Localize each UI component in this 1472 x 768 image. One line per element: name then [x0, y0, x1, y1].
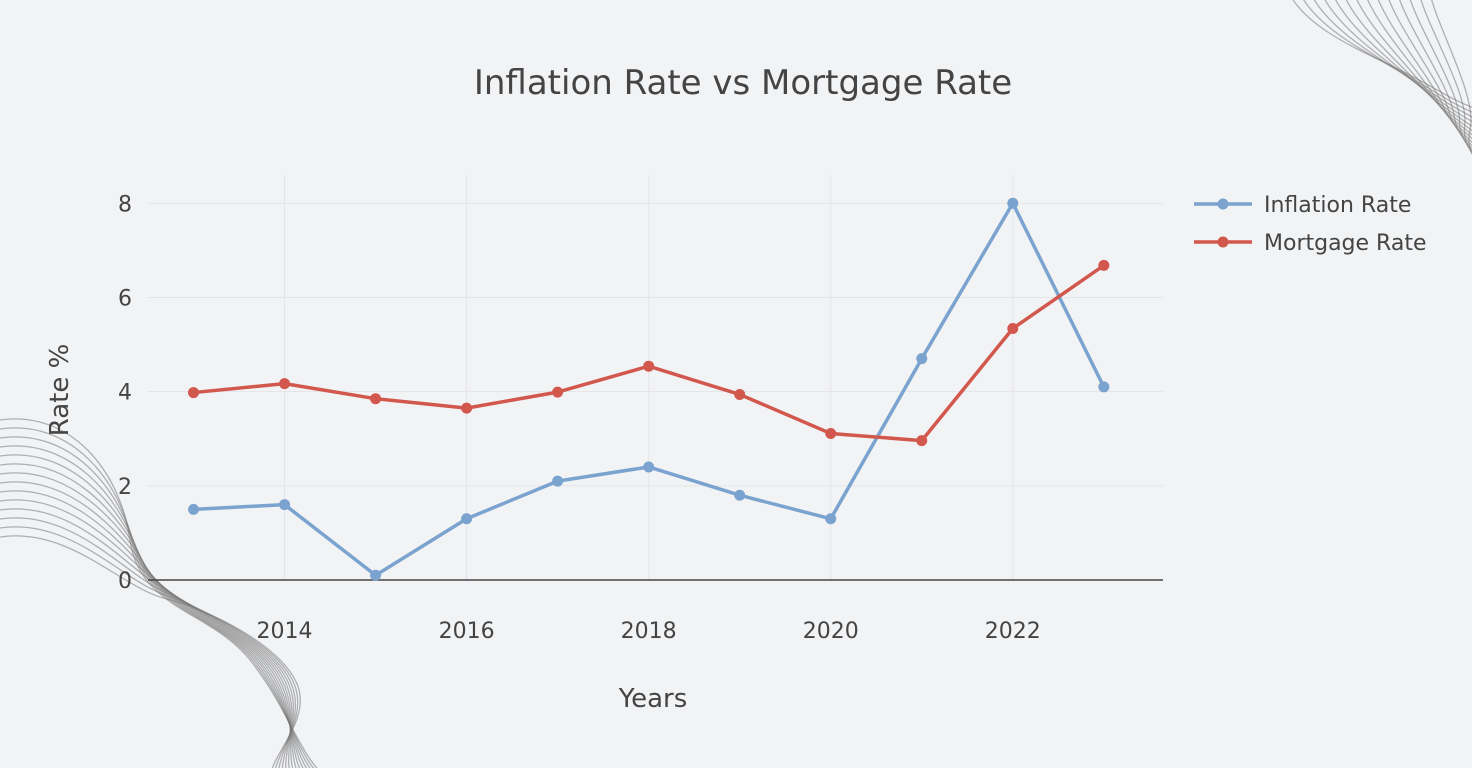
data-point[interactable] — [552, 386, 564, 398]
legend[interactable]: Inflation Rate Mortgage Rate — [1194, 193, 1427, 256]
y-tick-label: 2 — [118, 475, 132, 500]
data-point[interactable] — [188, 387, 200, 399]
data-point[interactable] — [1007, 197, 1019, 209]
data-point[interactable] — [825, 513, 837, 525]
data-point[interactable] — [461, 402, 473, 414]
data-point[interactable] — [1098, 259, 1110, 271]
wave-line — [0, 490, 292, 768]
x-tick-label: 2020 — [803, 619, 859, 644]
data-point[interactable] — [643, 360, 655, 372]
wave-line — [0, 481, 294, 768]
x-tick-label: 2016 — [439, 619, 495, 644]
x-tick-label: 2022 — [985, 619, 1041, 644]
x-tick-label: 2018 — [621, 619, 677, 644]
data-point[interactable] — [1007, 323, 1019, 335]
data-point[interactable] — [370, 569, 382, 581]
y-tick-label: 6 — [118, 286, 132, 311]
wave-line — [1324, 0, 1472, 123]
wave-line — [1367, 0, 1472, 140]
legend-swatch-marker — [1217, 198, 1229, 210]
series-lines — [188, 197, 1110, 581]
wave-line — [1356, 0, 1472, 136]
wave-line — [1345, 0, 1472, 132]
legend-swatch-marker — [1217, 236, 1229, 248]
wave-line — [1399, 0, 1472, 150]
wave-line — [1388, 0, 1472, 147]
data-point[interactable] — [461, 513, 473, 525]
data-point[interactable] — [825, 428, 837, 440]
data-point[interactable] — [370, 393, 382, 405]
legend-item[interactable]: Inflation Rate — [1194, 193, 1411, 218]
data-point[interactable] — [916, 435, 928, 447]
data-point[interactable] — [279, 499, 291, 511]
wave-line — [0, 445, 308, 768]
wave-line — [1431, 0, 1472, 156]
data-point[interactable] — [916, 353, 928, 365]
data-point[interactable] — [279, 378, 291, 390]
wave-line — [1409, 0, 1472, 153]
series-inflation-rate — [188, 197, 1110, 581]
data-point[interactable] — [552, 475, 564, 487]
y-tick-label: 0 — [118, 569, 132, 594]
grid-lines — [148, 175, 1163, 580]
x-tick-label: 2014 — [257, 619, 313, 644]
wave-line — [0, 463, 301, 768]
series-mortgage-rate — [188, 259, 1110, 447]
chart-title: Inflation Rate vs Mortgage Rate — [474, 63, 1012, 103]
x-axis-title: Years — [618, 684, 688, 714]
wave-line — [1335, 0, 1472, 127]
data-point[interactable] — [188, 503, 200, 515]
data-point[interactable] — [1098, 381, 1110, 393]
wave-line — [0, 454, 304, 768]
wave-line — [0, 535, 301, 768]
data-point[interactable] — [734, 388, 746, 400]
wave-line — [1420, 0, 1472, 155]
legend-item[interactable]: Mortgage Rate — [1194, 231, 1427, 256]
y-axis-title: Rate % — [45, 344, 75, 437]
data-point[interactable] — [643, 461, 655, 473]
legend-label: Mortgage Rate — [1264, 231, 1427, 256]
wave-line — [1313, 0, 1472, 118]
y-tick-label: 4 — [118, 381, 132, 406]
data-point[interactable] — [734, 489, 746, 501]
y-tick-label: 8 — [118, 192, 132, 217]
axes: 0 2 4 6 8 2014 2016 2018 2020 2022 — [118, 192, 1163, 644]
legend-label: Inflation Rate — [1264, 193, 1411, 218]
wave-line — [0, 499, 293, 768]
